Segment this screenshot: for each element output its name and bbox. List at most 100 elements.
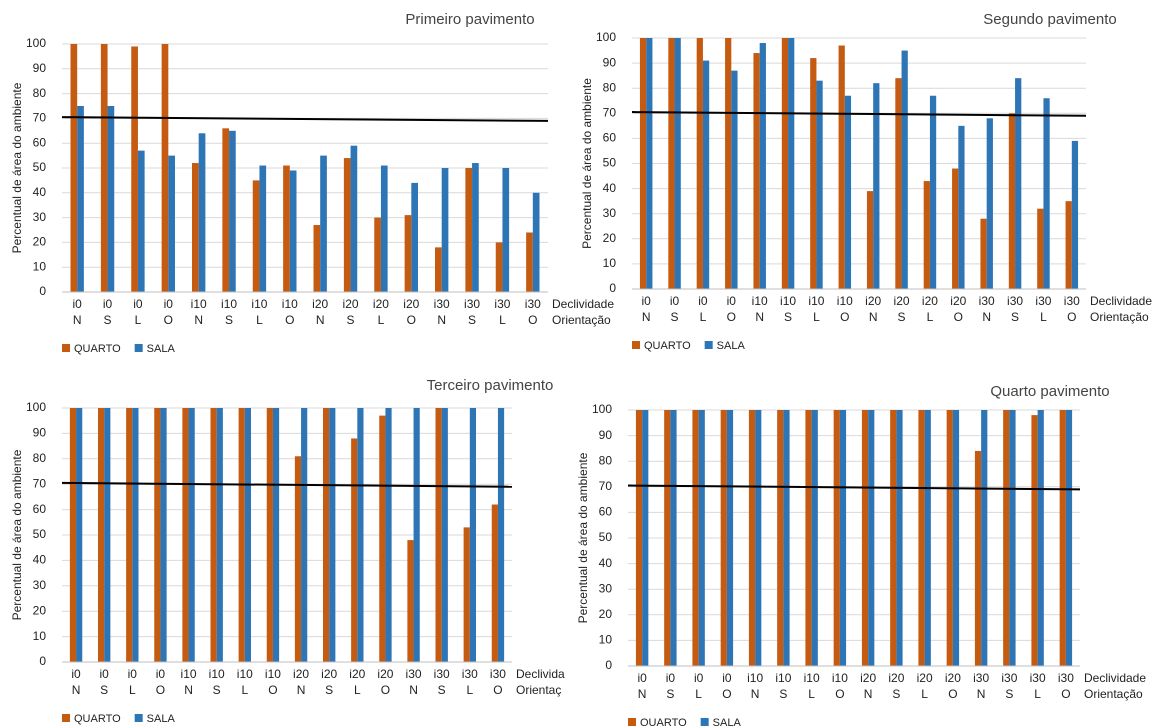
bar [168,155,175,292]
bar [526,232,533,292]
y-tick-label: 30 [33,210,47,224]
bar [1015,78,1022,289]
legend-swatch [62,344,70,352]
bar [646,38,653,289]
y-tick-label: 40 [603,181,617,195]
x-tick-label: N [73,313,82,327]
x-tick-label: S [784,310,792,324]
y-tick-label: 0 [605,658,612,672]
x-tick-label: N [982,310,991,324]
x-tick-label: i20 [343,297,359,311]
x-tick-label: N [751,687,760,701]
bar [720,410,727,666]
x-tick-label: i10 [237,667,253,681]
bar [435,408,442,662]
bar [639,38,647,289]
y-axis-label: Percentual de área do ambiente [576,452,590,623]
x-tick-label: i20 [860,671,876,685]
x-tick-label: i0 [727,294,737,308]
x-tick-label: S [213,683,221,697]
legend-label: SALA [713,717,742,726]
x-row-label: Orientação [1084,687,1143,701]
bar [759,43,766,289]
x-tick-label: S [468,313,476,327]
x-tick-label: i20 [917,671,933,685]
x-tick-label: i0 [722,671,732,685]
y-tick-label: 10 [599,633,613,647]
bar [952,410,960,666]
x-tick-label: O [528,313,537,327]
x-tick-label: i30 [406,667,422,681]
y-tick-label: 20 [33,603,47,617]
bar [866,191,874,289]
x-tick-label: O [835,687,844,701]
bar [491,504,498,662]
bar [924,410,931,666]
bar [696,38,703,289]
bar [981,410,988,666]
x-tick-label: S [779,687,787,701]
bar [895,78,902,289]
x-tick-label: S [666,687,674,701]
x-tick-label: i20 [373,297,389,311]
x-tick-label: i0 [698,294,708,308]
legend-label: SALA [717,340,746,352]
bar [216,408,223,662]
y-tick-label: 80 [33,451,47,465]
legend-label: QUARTO [644,340,691,352]
x-tick-label: L [1040,310,1047,324]
bar [238,408,245,662]
bar [182,408,189,662]
y-axis-label: Percentual de área do ambiente [10,449,24,620]
bar [532,192,540,292]
x-tick-label: O [840,310,849,324]
bar [1037,410,1044,666]
x-tick-label: i20 [945,671,961,685]
x-tick-label: i30 [1030,671,1046,685]
bar [407,540,414,662]
bar [1009,410,1016,666]
x-tick-label: i10 [780,294,796,308]
x-tick-label: i20 [865,294,881,308]
y-tick-label: 50 [603,156,617,170]
bar [320,155,327,292]
x-tick-label: L [695,687,702,701]
x-tick-label: N [184,683,193,697]
y-tick-label: 70 [33,476,47,490]
x-tick-label: N [755,310,764,324]
bar [229,130,236,292]
x-tick-label: S [225,313,233,327]
x-tick-label: N [297,683,306,697]
x-tick-label: i0 [637,671,647,685]
y-tick-label: 80 [33,86,47,100]
legend-label: SALA [147,343,176,355]
x-tick-label: O [493,683,502,697]
x-tick-label: N [72,683,81,697]
x-tick-label: L [354,683,361,697]
y-tick-label: 60 [599,505,613,519]
x-tick-label: O [381,683,390,697]
y-tick-label: 20 [603,231,617,245]
bar [952,168,959,289]
x-tick-label: i30 [494,297,510,311]
x-tick-label: O [727,310,736,324]
bar [252,180,260,292]
y-tick-label: 40 [33,185,47,199]
x-tick-label: i30 [434,297,450,311]
bar [385,408,392,662]
bar [289,170,297,292]
bar [76,408,83,662]
y-tick-label: 10 [603,256,617,270]
bar [413,408,420,662]
bar [1071,140,1079,289]
bar [833,410,840,666]
x-tick-label: i30 [490,667,506,681]
x-tick-label: i30 [464,297,480,311]
bar [343,158,351,292]
bar [222,128,230,292]
y-tick-label: 50 [33,160,47,174]
y-tick-label: 80 [599,453,613,467]
x-tick-label: i0 [666,671,676,685]
y-tick-label: 20 [33,235,47,249]
chart-title: Quarto pavimento [990,383,1109,400]
